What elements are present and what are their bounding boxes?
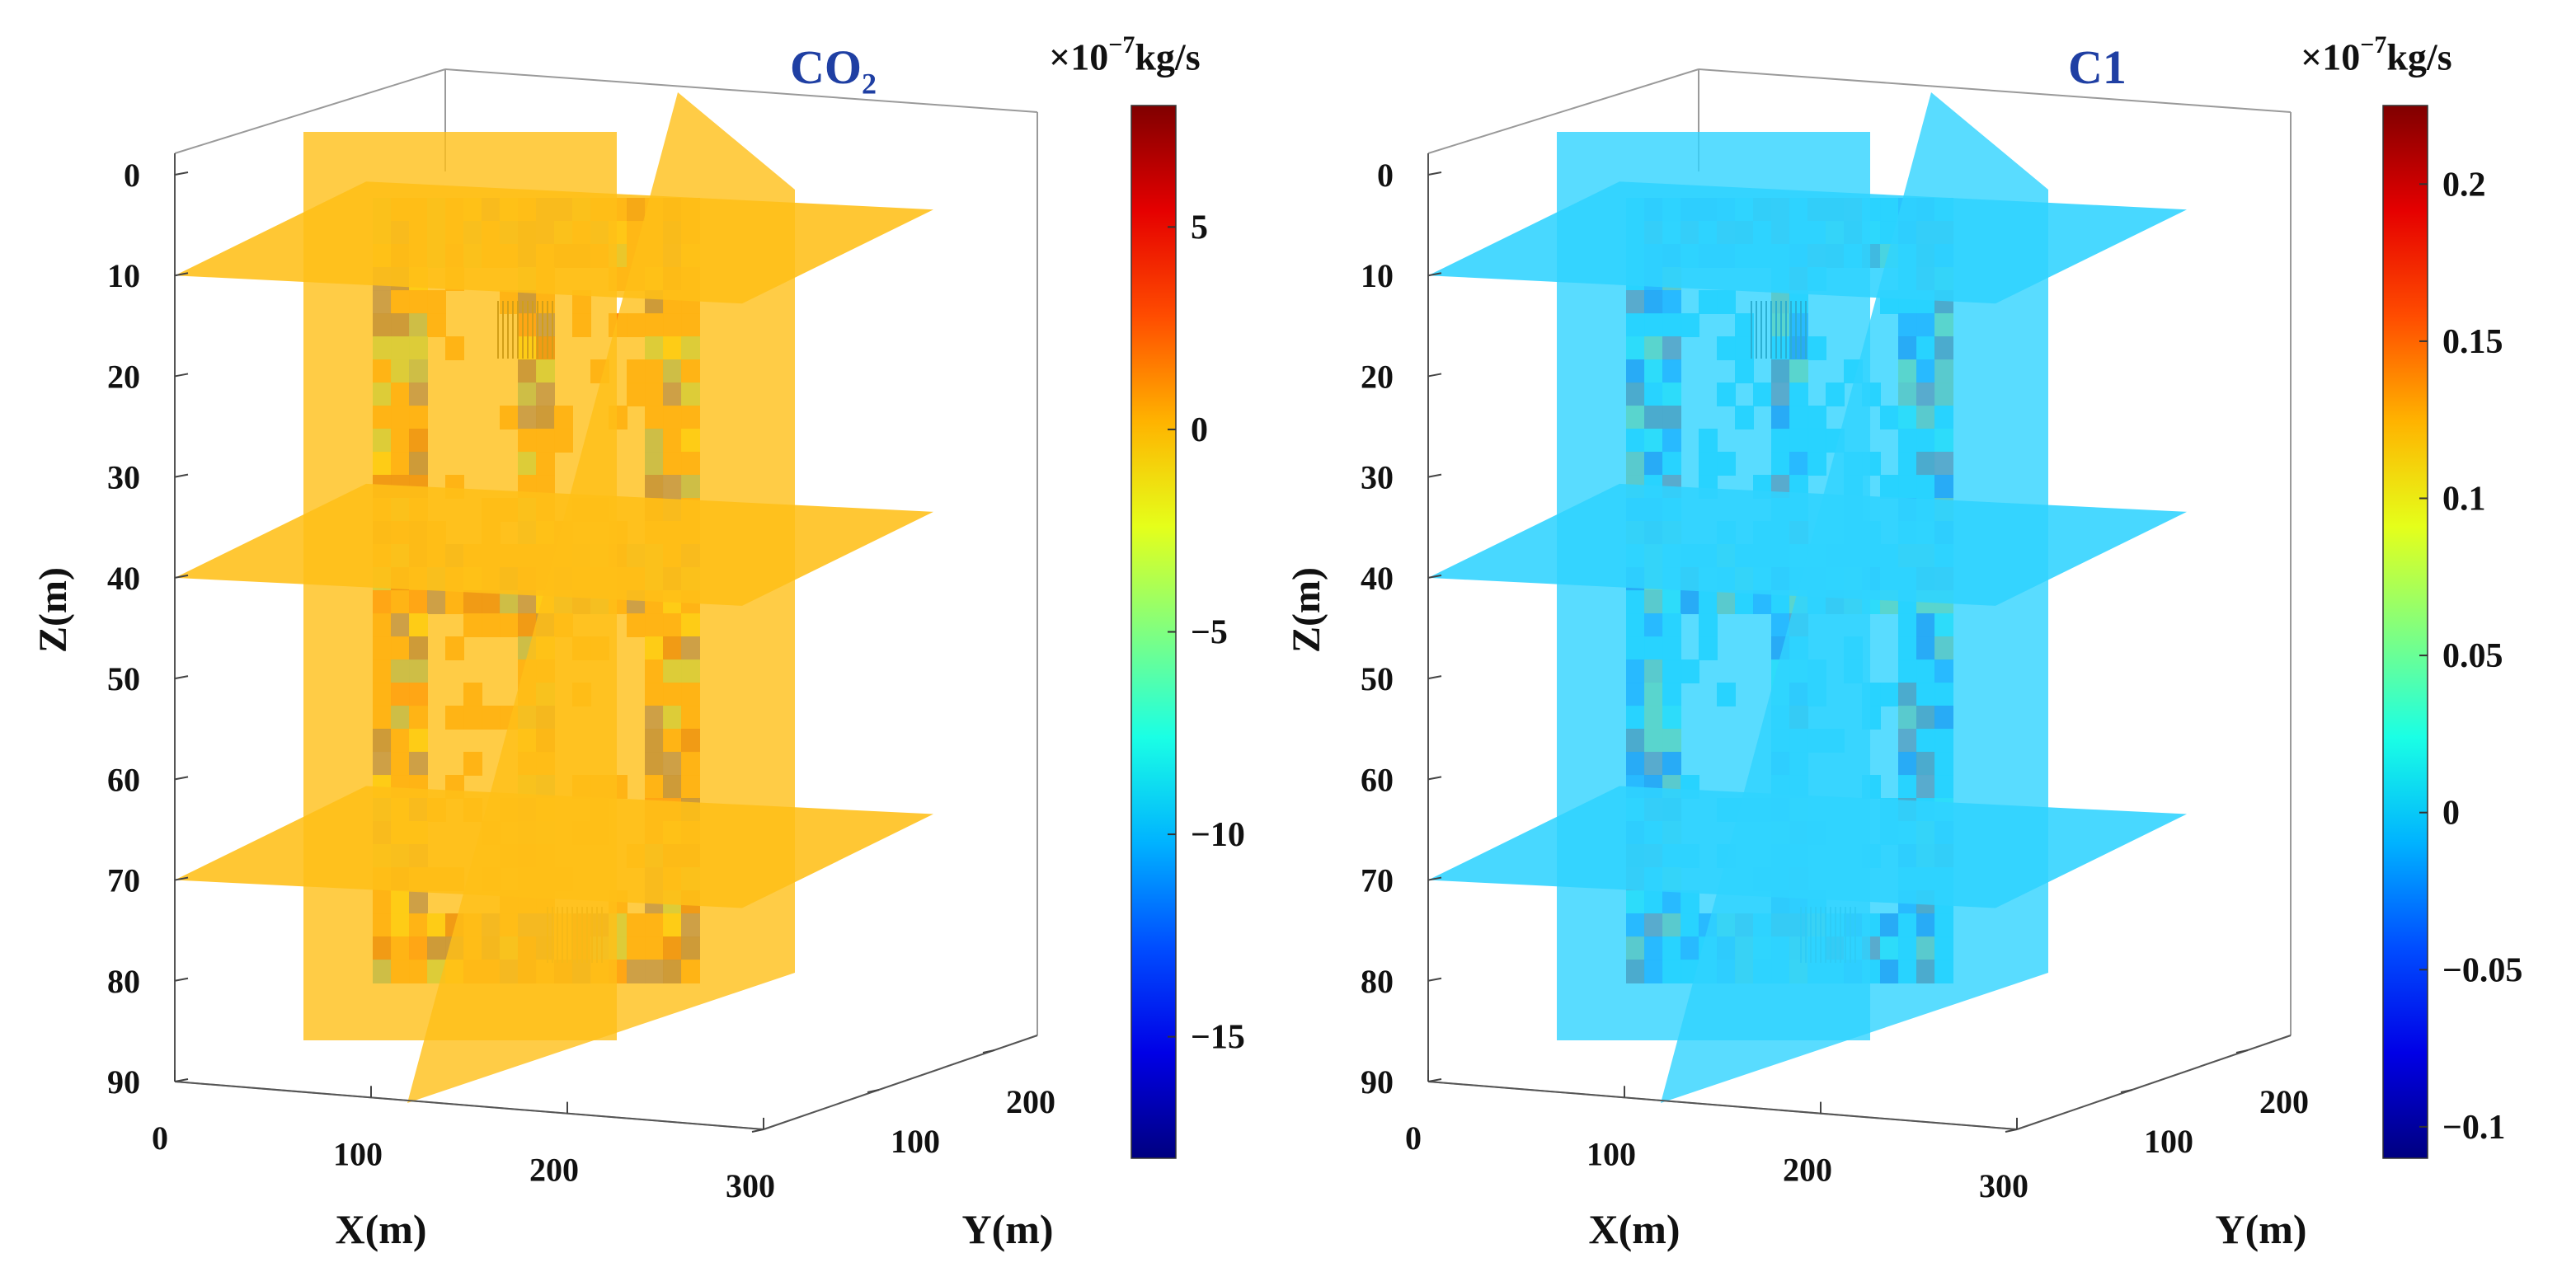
axis-line-x — [1427, 1081, 2018, 1130]
colorbar-tick-label: 0.15 — [2442, 323, 2503, 361]
z-tick-label: 50 — [1361, 660, 1394, 697]
z-tick-label: 10 — [107, 257, 140, 294]
z-axis-label: Z(m) — [31, 567, 75, 653]
panel-1: 0 10 20 30 40 50 60 70 80 90 Z(m) 0 100 200 300 X(m) 100… — [31, 68, 1055, 1252]
colorbar-tick-label: 0.1 — [2442, 480, 2486, 518]
z-tick-mark — [174, 373, 189, 378]
z-tick-label: 80 — [1361, 963, 1394, 1000]
z-tick-label: 20 — [107, 358, 140, 395]
axis-line-x — [174, 1081, 764, 1130]
z-tick-label: 40 — [1361, 560, 1394, 597]
z-tick-label: 20 — [1361, 358, 1394, 395]
x-tick-label: 300 — [726, 1167, 775, 1204]
z-tick-mark — [1427, 272, 1442, 277]
z-tick-mark — [174, 574, 189, 579]
panel-1-colorbar-unit: ×10−7kg/s — [1049, 31, 1201, 78]
z-tick-mark — [1427, 373, 1442, 378]
x-tick-label: 200 — [1783, 1152, 1832, 1189]
vertical-slice-plane-y — [407, 92, 795, 1103]
colorbar-tick-label: −15 — [1191, 1019, 1245, 1057]
colorbar — [2382, 105, 2428, 1159]
colorbar-tick-label: −0.05 — [2442, 951, 2522, 989]
colorbar-tick-label: 0 — [1191, 411, 1208, 449]
z-tick-label: 60 — [107, 761, 140, 798]
axis-box-edge — [444, 68, 1038, 113]
z-tick-label: 0 — [1377, 157, 1394, 194]
y-tick-label: 100 — [891, 1123, 940, 1160]
z-tick-label: 60 — [1361, 761, 1394, 798]
colorbar-tick-label: −5 — [1191, 614, 1228, 652]
z-tick-label: 10 — [1361, 257, 1394, 294]
z-tick-mark — [1427, 171, 1442, 176]
z-tick-mark — [174, 171, 189, 176]
z-tick-mark — [174, 473, 189, 478]
z-tick-mark — [174, 776, 189, 781]
colorbar-tick-label: −10 — [1191, 816, 1245, 854]
x-tick-label: 0 — [152, 1119, 168, 1157]
x-axis-label: X(m) — [1588, 1206, 1680, 1252]
colorbar-tick-label: 0 — [2442, 795, 2460, 833]
z-tick-label: 30 — [107, 459, 140, 496]
colorbar-tick-label: 0.2 — [2442, 166, 2486, 204]
z-tick-mark — [1427, 473, 1442, 478]
axis-line-y — [2016, 1035, 2292, 1130]
z-tick-mark — [1427, 876, 1442, 881]
x-tick-label: 200 — [529, 1152, 579, 1189]
z-tick-label: 50 — [107, 660, 140, 697]
z-tick-mark — [174, 1078, 189, 1082]
y-axis-label: Y(m) — [961, 1206, 1053, 1252]
z-tick-label: 40 — [107, 560, 140, 597]
z-tick-mark — [174, 876, 189, 881]
y-tick-mark — [2005, 1129, 2018, 1133]
y-tick-mark — [2235, 1049, 2249, 1054]
z-tick-mark — [174, 977, 189, 982]
y-tick-mark — [867, 1089, 880, 1093]
z-tick-mark — [1427, 574, 1442, 579]
x-tick-label: 0 — [1405, 1119, 1422, 1157]
x-tick-label: 100 — [333, 1135, 383, 1172]
y-tick-mark — [982, 1049, 995, 1054]
colorbar-tick-label: 0.05 — [2442, 637, 2503, 675]
z-tick-label: 80 — [107, 963, 140, 1000]
panel-1-title: CO2 — [790, 40, 877, 101]
y-tick-mark — [751, 1129, 764, 1133]
y-tick-label: 200 — [2259, 1083, 2309, 1120]
panel-2-colorbar-unit: ×10−7kg/s — [2301, 31, 2452, 78]
z-tick-label: 90 — [107, 1063, 140, 1101]
colorbar-tick-label: −0.1 — [2442, 1109, 2505, 1147]
z-tick-label: 30 — [1361, 459, 1394, 496]
z-tick-mark — [1427, 977, 1442, 982]
vertical-slice-plane-y — [1661, 92, 2048, 1103]
z-axis-label: Z(m) — [1285, 567, 1328, 653]
y-tick-label: 200 — [1006, 1083, 1055, 1120]
z-tick-mark — [174, 675, 189, 680]
z-tick-label: 70 — [107, 862, 140, 899]
z-tick-mark — [1427, 776, 1442, 781]
axis-box-edge — [1698, 68, 2292, 113]
z-tick-label: 0 — [124, 157, 140, 194]
x-tick-label: 100 — [1586, 1135, 1636, 1172]
z-tick-label: 90 — [1361, 1063, 1394, 1101]
x-tick-label: 300 — [1979, 1167, 2028, 1204]
z-tick-label: 70 — [1361, 862, 1394, 899]
panel-2-title: C1 — [2068, 40, 2127, 94]
y-tick-label: 100 — [2144, 1123, 2193, 1160]
z-tick-mark — [1427, 675, 1442, 680]
z-tick-mark — [174, 272, 189, 277]
axis-box-edge — [174, 68, 446, 154]
axis-line-y — [763, 1035, 1038, 1130]
z-tick-mark — [1427, 1078, 1442, 1082]
x-axis-label: X(m) — [335, 1206, 426, 1252]
y-tick-mark — [2120, 1089, 2133, 1093]
axis-box-edge — [1427, 68, 1699, 154]
y-axis-label: Y(m) — [2215, 1206, 2306, 1252]
panel-2: 0 10 20 30 40 50 60 70 80 90 Z(m) 0 100 200 300 X(m) 100… — [1285, 68, 2309, 1252]
colorbar-tick-label: 5 — [1191, 209, 1208, 246]
